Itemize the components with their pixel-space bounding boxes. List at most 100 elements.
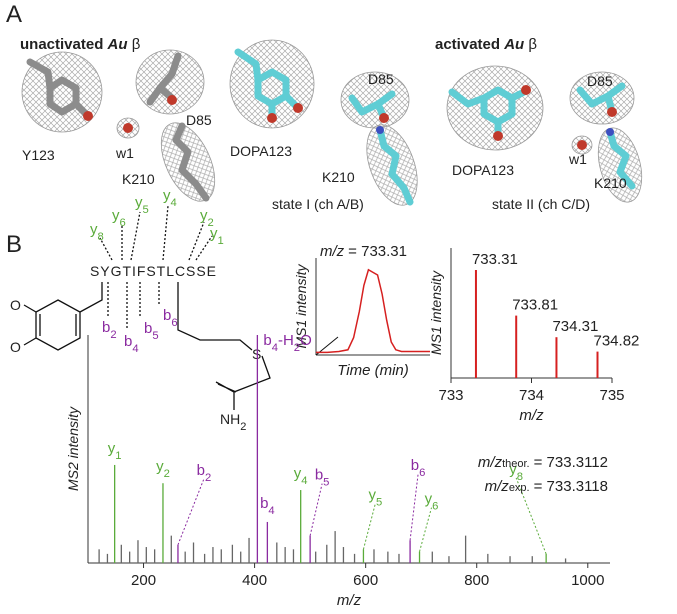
residue-label: DOPA123 [452,162,514,178]
ion-label: y4 [163,187,177,209]
state-label: state I (ch A/B) [272,196,364,212]
annotation-sub: theor. [502,458,530,470]
ion-label-part: b [260,495,268,512]
residue-label: Y123 [22,147,55,163]
annotation-var: m/z [485,478,510,495]
ion-label-part: b [102,319,110,336]
chemical-structure [23,205,271,410]
ion-label-part: b [263,332,271,349]
ion-label-part: 4 [268,505,274,517]
y-axis-label: MS1 intensity [428,270,444,355]
structure-unactivated [21,49,216,202]
ion-label: y6 [112,207,126,229]
ion-label-part: b [163,307,171,324]
ion-label-part: 5 [323,477,329,489]
peak-label: 733.81 [512,297,558,314]
group-title: activated Au β [435,36,537,53]
ion-label-part: 4 [301,475,307,487]
ion-label: b6 [411,457,426,479]
annotation-sub: exp. [509,482,530,494]
annotation: m/zexp. = 733.3118 [485,478,608,495]
x-tick-label: 400 [242,572,267,589]
atom-label: O [10,297,21,313]
x-axis-label: Time (min) [337,362,409,379]
label-leader [409,474,419,541]
residue-label: K210 [594,175,627,191]
ion-label-part: 6 [120,217,126,229]
annotation: m/ztheor. = 733.3112 [478,454,608,471]
ion-label-part: 6 [432,501,438,513]
label-leader [309,483,323,536]
ion-label-part: y [156,458,164,475]
ion-label-part: y [294,465,302,482]
ion-label-part: 5 [143,204,149,216]
label-leader [177,478,205,545]
peptide-sequence: SYGTIFSTLCSSE [90,263,216,279]
residue-label: w1 [568,151,587,167]
ion-label: b4-H2O [263,332,311,354]
ion-label-part: y [112,207,120,224]
ion-label: y1 [108,440,122,462]
ion-label: b4 [260,495,275,517]
residue-label: K210 [122,171,155,187]
state-label: state II (ch C/D) [492,196,590,212]
ion-label-part: y [425,491,433,508]
title-text: = 733.31 [348,243,407,260]
panel-label: B [6,231,22,258]
peak-label: 733.31 [472,251,518,268]
residue-label: w1 [115,145,134,161]
ion-label-part: b [144,320,152,337]
residue-label: K210 [322,169,355,185]
trace [316,268,430,354]
annotation-text: = 733.3118 [534,478,608,495]
ion-label-part: y [135,194,143,211]
ion-label: b5 [315,467,330,489]
ion-label: y4 [294,465,308,487]
chart-title: m/z = 733.31 [320,243,407,260]
x-tick-label: 734 [519,387,544,404]
ion-label-part: 5 [152,330,158,342]
residue-label: D85 [368,71,394,87]
annotation-var: m/z [478,454,503,471]
y-axis-label: MS1 intensity [293,263,309,348]
ion-label-part: b [411,457,419,474]
peak-label: 734.31 [552,318,598,335]
ion-label: b6 [163,307,178,329]
label-leader [419,507,433,552]
ion-label: y8 [509,461,523,483]
annotation-text: = 733.3112 [534,454,608,471]
ion-label-part: 2 [208,217,214,229]
structure-state-1 [229,39,418,206]
ion-label-part: 1 [218,235,224,247]
ion-label-part: y [90,221,98,238]
atom-label: O [10,339,21,355]
ion-label-part: 5 [376,496,382,508]
ion-label-part: b [124,333,132,350]
x-tick-label: 733 [438,387,463,404]
ion-label: b5 [144,320,159,342]
ion-label-part: 2 [294,342,300,354]
ion-label-part: y [163,187,171,204]
residue-label: D85 [587,73,613,89]
x-tick-label: 600 [353,572,378,589]
ion-label-part: y [369,486,377,503]
y-axis-label: MS2 intensity [65,406,81,491]
title-var: m/z [320,243,345,260]
group-title: unactivated Au β [20,36,141,53]
atom-label: S [252,346,261,362]
residue-label: D85 [186,112,212,128]
ion-label: y5 [135,194,149,216]
residue-label: DOPA123 [230,143,292,159]
ion-label-part: O [300,332,312,349]
ion-label-part: y [509,461,517,478]
ion-label: y1 [210,225,224,247]
ion-label-part: 2 [164,468,170,480]
ion-label-part: -H [278,332,294,349]
ion-label-part: b [197,462,205,479]
ion-label-part: y [200,207,208,224]
ion-label-part: 2 [205,472,211,484]
ion-label: b2 [102,319,117,341]
structure-state-2 [446,65,643,203]
panel-label: A [6,1,22,28]
